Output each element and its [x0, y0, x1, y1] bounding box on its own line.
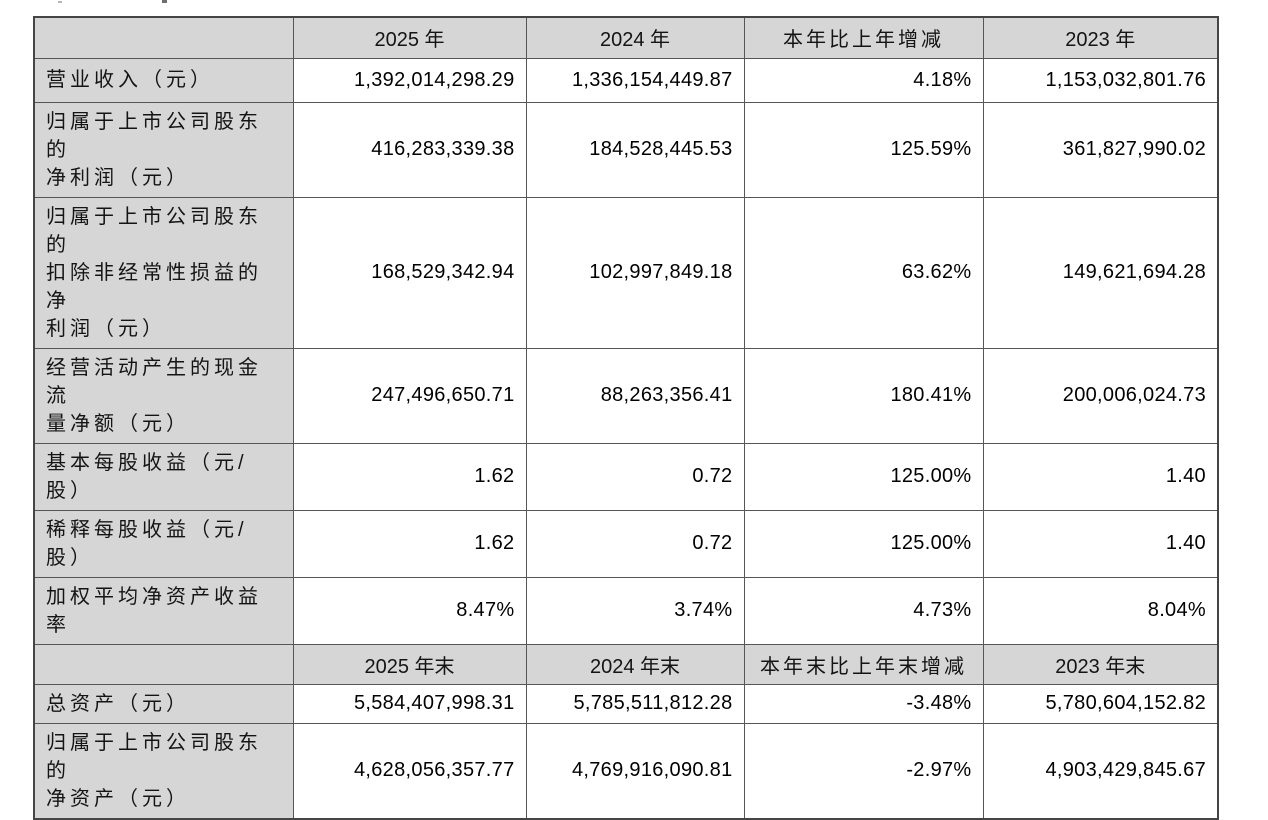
metric-value-2024: 5,785,511,812.28 — [525, 683, 745, 724]
metric-label: 营业收入（元） — [33, 57, 294, 103]
header-cell-yearend-change: 本年末比上年末增减 — [743, 643, 984, 685]
metric-label: 稀释每股收益（元/股） — [33, 509, 294, 578]
metric-value-2023: 1,153,032,801.76 — [982, 57, 1219, 103]
metric-value-2023: 1.40 — [982, 442, 1219, 511]
header-cell-empty — [33, 16, 294, 59]
header-cell-2024: 2024 年 — [525, 16, 745, 59]
header-cell-2023-end: 2023 年末 — [982, 643, 1219, 685]
metric-value-2023: 5,780,604,152.82 — [982, 683, 1219, 724]
metric-value-2023: 149,621,694.28 — [982, 196, 1219, 349]
metric-value-2025: 1,392,014,298.29 — [292, 57, 527, 103]
table-row-net-assets: 归属于上市公司股东的 净资产（元） 4,628,056,357.77 4,769… — [33, 722, 1219, 819]
metric-value-2024: 3.74% — [525, 576, 745, 645]
metric-value-2025: 4,628,056,357.77 — [292, 722, 527, 819]
metric-label: 加权平均净资产收益率 — [33, 576, 294, 645]
metric-value-2023: 4,903,429,845.67 — [982, 722, 1219, 819]
metric-value-2024: 102,997,849.18 — [525, 196, 745, 349]
header-cell-yoy-change: 本年比上年增减 — [743, 16, 984, 59]
cropped-text-remnant — [44, 0, 284, 4]
metric-value-2025: 416,283,339.38 — [292, 101, 527, 198]
header-cell-2025-end: 2025 年末 — [292, 643, 527, 685]
table-row-weighted-roe: 加权平均净资产收益率 8.47% 3.74% 4.73% 8.04% — [33, 576, 1219, 645]
metric-value-2023: 200,006,024.73 — [982, 347, 1219, 444]
table-row-basic-eps: 基本每股收益（元/股） 1.62 0.72 125.00% 1.40 — [33, 442, 1219, 511]
metric-value-change: 125.59% — [743, 101, 984, 198]
metric-label: 总资产（元） — [33, 683, 294, 724]
metric-value-2025: 1.62 — [292, 509, 527, 578]
metric-value-change: 125.00% — [743, 509, 984, 578]
header-cell-2025: 2025 年 — [292, 16, 527, 59]
table-row-net-profit: 归属于上市公司股东的 净利润（元） 416,283,339.38 184,528… — [33, 101, 1219, 198]
header-cell-empty — [33, 643, 294, 685]
header-row-yearend: 2025 年末 2024 年末 本年末比上年末增减 2023 年末 — [33, 643, 1219, 685]
metric-value-change: 4.18% — [743, 57, 984, 103]
metric-value-2024: 1,336,154,449.87 — [525, 57, 745, 103]
financial-summary-table: 2025 年 2024 年 本年比上年增减 2023 年 营业收入（元） 1,3… — [33, 16, 1219, 820]
metric-value-2025: 1.62 — [292, 442, 527, 511]
metric-value-2025: 8.47% — [292, 576, 527, 645]
metric-value-2024: 4,769,916,090.81 — [525, 722, 745, 819]
table-row-operating-cash-flow: 经营活动产生的现金流 量净额（元） 247,496,650.71 88,263,… — [33, 347, 1219, 444]
metric-value-2025: 247,496,650.71 — [292, 347, 527, 444]
metric-value-2023: 361,827,990.02 — [982, 101, 1219, 198]
metric-value-change: 180.41% — [743, 347, 984, 444]
metric-label: 归属于上市公司股东的 净资产（元） — [33, 722, 294, 819]
metric-value-change: 125.00% — [743, 442, 984, 511]
metric-value-2024: 184,528,445.53 — [525, 101, 745, 198]
metric-value-change: 4.73% — [743, 576, 984, 645]
metric-label: 归属于上市公司股东的 净利润（元） — [33, 101, 294, 198]
table-row-diluted-eps: 稀释每股收益（元/股） 1.62 0.72 125.00% 1.40 — [33, 509, 1219, 578]
table-row-revenue: 营业收入（元） 1,392,014,298.29 1,336,154,449.8… — [33, 57, 1219, 103]
metric-value-2024: 0.72 — [525, 442, 745, 511]
metric-value-change: 63.62% — [743, 196, 984, 349]
header-cell-2024-end: 2024 年末 — [525, 643, 745, 685]
metric-value-change: -3.48% — [743, 683, 984, 724]
header-cell-2023: 2023 年 — [982, 16, 1219, 59]
metric-value-2023: 8.04% — [982, 576, 1219, 645]
metric-value-2024: 0.72 — [525, 509, 745, 578]
header-row-annual: 2025 年 2024 年 本年比上年增减 2023 年 — [33, 16, 1219, 59]
metric-value-2025: 168,529,342.94 — [292, 196, 527, 349]
document-page: 2025 年 2024 年 本年比上年增减 2023 年 营业收入（元） 1,3… — [33, 0, 1219, 820]
metric-label: 基本每股收益（元/股） — [33, 442, 294, 511]
metric-value-2024: 88,263,356.41 — [525, 347, 745, 444]
metric-value-2023: 1.40 — [982, 509, 1219, 578]
metric-value-change: -2.97% — [743, 722, 984, 819]
table-row-total-assets: 总资产（元） 5,584,407,998.31 5,785,511,812.28… — [33, 683, 1219, 724]
metric-label: 归属于上市公司股东的 扣除非经常性损益的净 利润（元） — [33, 196, 294, 349]
metric-label: 经营活动产生的现金流 量净额（元） — [33, 347, 294, 444]
table-row-deducted-net-profit: 归属于上市公司股东的 扣除非经常性损益的净 利润（元） 168,529,342.… — [33, 196, 1219, 349]
metric-value-2025: 5,584,407,998.31 — [292, 683, 527, 724]
